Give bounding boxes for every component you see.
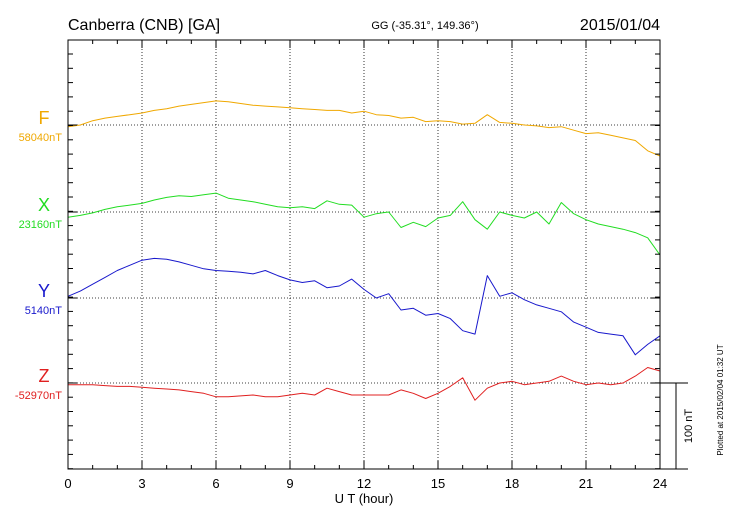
x-tick-label: 12 <box>357 476 371 491</box>
x-tick-label: 21 <box>579 476 593 491</box>
x-tick-label: 3 <box>138 476 145 491</box>
chart-title: Canberra (CNB) [GA] <box>68 17 220 34</box>
series-layer <box>67 100 661 401</box>
series-name-x: X <box>38 195 50 215</box>
x-tick-label: 15 <box>431 476 445 491</box>
series-line-y <box>67 257 661 356</box>
axis-ticks <box>67 40 661 470</box>
series-baseline-x: 23160nT <box>19 219 63 231</box>
series-baseline-f: 58040nT <box>19 132 63 144</box>
x-tick-label: 24 <box>653 476 667 491</box>
series-line-x <box>67 192 661 256</box>
x-tick-label: 18 <box>505 476 519 491</box>
chart-date: 2015/01/04 <box>580 17 660 34</box>
series-line-z <box>68 367 661 401</box>
x-tick-label: 0 <box>64 476 71 491</box>
grid-lines <box>68 40 660 469</box>
x-axis-label: U T (hour) <box>335 491 394 506</box>
series-name-f: F <box>39 108 50 128</box>
series-line-f <box>67 100 661 157</box>
scale-bar: 100 nT <box>660 382 695 470</box>
series-baseline-z: -52970nT <box>15 390 62 402</box>
x-tick-labels: 0 3 6 9 12 15 18 21 24 <box>64 476 667 491</box>
plotted-timestamp: Plotted at 2015/02/04 01:32 UT <box>716 344 725 455</box>
x-tick-label: 9 <box>286 476 293 491</box>
x-tick-label: 6 <box>212 476 219 491</box>
plot-frame <box>67 39 661 470</box>
series-labels: F 58040nT X 23160nT Y 5140nT Z -52970nT <box>15 108 62 402</box>
series-name-z: Z <box>39 366 50 386</box>
chart-subtitle: GG (-35.31°, 149.36°) <box>371 20 478 32</box>
scale-bar-label: 100 nT <box>683 409 695 444</box>
series-baseline-y: 5140nT <box>25 305 63 317</box>
series-name-y: Y <box>38 281 50 301</box>
